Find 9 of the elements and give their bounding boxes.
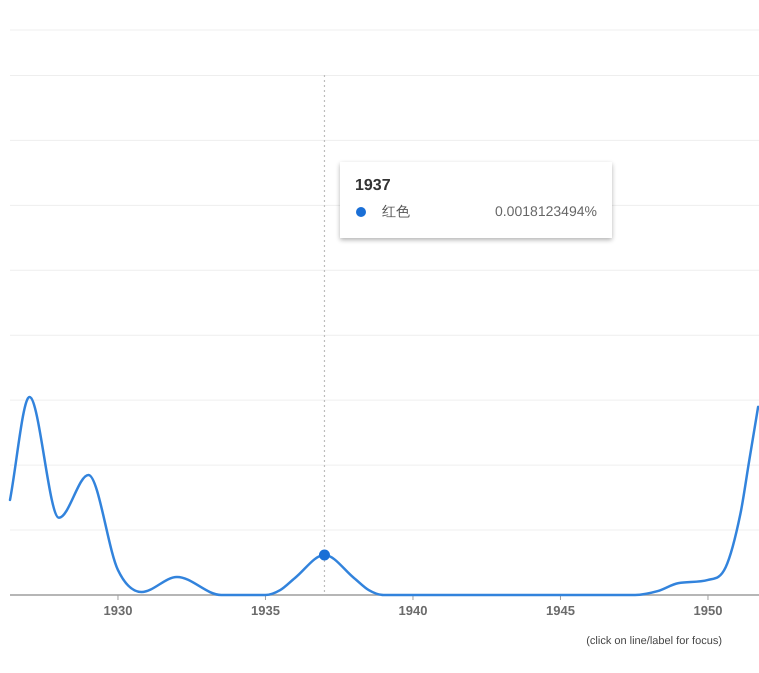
text: 0.0018123494% bbox=[495, 203, 597, 219]
x-tick-label: 1935 bbox=[251, 603, 280, 618]
legend-label: 红色 bbox=[382, 203, 410, 219]
x-tick-label: 1940 bbox=[398, 603, 428, 618]
text: 1937 bbox=[355, 177, 391, 194]
text: (click on line/label for focus) bbox=[586, 635, 722, 647]
x-tick-label: 1930 bbox=[104, 603, 132, 618]
x-tick-label: 1950 bbox=[694, 603, 722, 618]
x-tick-label: 1945 bbox=[546, 603, 575, 618]
